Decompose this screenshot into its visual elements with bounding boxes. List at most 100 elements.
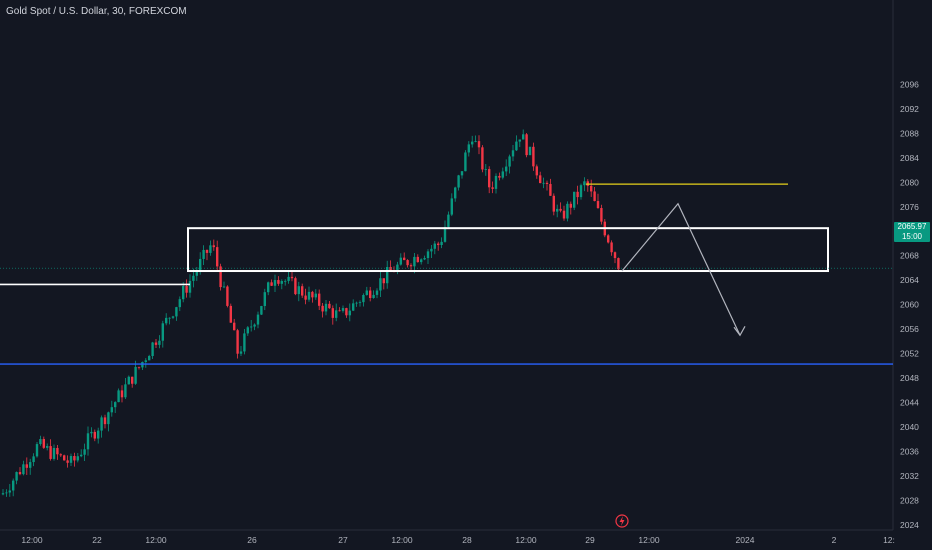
candle-body <box>120 390 124 398</box>
candle-body <box>365 290 368 295</box>
candle-body <box>498 175 501 178</box>
candle-body <box>246 327 249 334</box>
price-tick-label: 2024 <box>900 520 919 530</box>
candle-body <box>165 317 168 324</box>
time-tick-label: 12:00 <box>515 535 537 545</box>
candle-body <box>239 351 243 354</box>
candle-body <box>171 316 175 318</box>
candle-body <box>467 144 470 153</box>
candle-body <box>49 446 52 459</box>
lightning-icon[interactable] <box>615 514 629 528</box>
time-axis[interactable]: 12:00 22 12:00 26 27 12:00 28 12:00 29 12:00 2024 2… <box>21 535 895 545</box>
candle-body <box>263 292 266 307</box>
candle-body <box>596 201 600 209</box>
candle-body <box>107 412 110 425</box>
candle-body <box>290 276 294 279</box>
price-tick-label: 2052 <box>900 349 919 359</box>
candle-body <box>42 439 45 448</box>
candle-body <box>535 166 538 176</box>
candle-body <box>216 247 219 267</box>
candle-body <box>545 182 549 185</box>
symbol-title[interactable]: Gold Spot / U.S. Dollar, 30, FOREXCOM <box>6 6 187 17</box>
time-tick-label: 12:00 <box>21 535 43 545</box>
candle-body <box>566 203 569 219</box>
candle-body <box>144 360 147 362</box>
candle-body <box>369 290 372 298</box>
candle-body <box>69 456 73 463</box>
candle-body <box>236 330 239 354</box>
candle-body <box>233 322 236 331</box>
candle-body <box>389 267 392 271</box>
time-tick-label: 12:00 <box>391 535 413 545</box>
candle-body <box>222 286 226 288</box>
price-tick-label: 2084 <box>900 153 919 163</box>
candle-body <box>549 184 552 196</box>
candle-body <box>607 235 610 243</box>
candle-body <box>562 210 566 219</box>
candle-body <box>270 282 273 286</box>
candle-body <box>583 181 586 186</box>
candle-body <box>617 258 620 270</box>
candle-body <box>355 302 358 304</box>
price-axis[interactable]: 2024 2028 2032 2036 2040 2044 2048 2052 2056 2060… <box>900 79 919 530</box>
candle-body <box>267 282 270 293</box>
candle-body <box>12 480 15 491</box>
candle-body <box>63 455 66 461</box>
candle-body <box>518 139 521 142</box>
candle-body <box>18 472 22 475</box>
zone-rectangle[interactable] <box>187 227 829 273</box>
candle-body <box>131 376 134 384</box>
candle-body <box>273 280 277 286</box>
candle-body <box>328 303 331 309</box>
candle-body <box>22 464 25 475</box>
candle-body <box>161 323 164 341</box>
time-tick-label: 12:00 <box>638 535 660 545</box>
time-tick-label: 12:00 <box>145 535 167 545</box>
last-price-badge: 2065.97 15:00 <box>894 222 930 242</box>
candle-body <box>542 182 545 184</box>
candle-body <box>443 226 447 242</box>
candle-body <box>280 281 283 284</box>
candle-body <box>46 446 49 448</box>
candle-body <box>90 431 93 434</box>
candle-body <box>433 243 436 249</box>
candle-body <box>86 433 90 450</box>
price-tick-label: 2080 <box>900 177 919 187</box>
candle-body <box>137 366 141 368</box>
candle-body <box>294 278 297 295</box>
candle-body <box>168 317 171 319</box>
candle-body <box>185 285 188 293</box>
time-tick-label: 12: <box>883 535 895 545</box>
candle-body <box>148 356 151 361</box>
candle-body <box>403 257 406 261</box>
candle-body <box>301 286 304 296</box>
candle-body <box>318 293 321 306</box>
candle-body <box>80 454 83 457</box>
candle-body <box>426 251 430 259</box>
candle-body <box>505 166 508 172</box>
time-tick-label: 27 <box>338 535 348 545</box>
candle-body <box>406 260 409 266</box>
projection-path[interactable] <box>621 202 741 336</box>
candle-body <box>124 384 127 398</box>
price-tick-label: 2056 <box>900 324 919 334</box>
candle-body <box>613 252 617 259</box>
candle-body <box>379 278 382 291</box>
candle-body <box>440 241 443 246</box>
candle-body <box>192 275 195 281</box>
candle-body <box>457 175 460 188</box>
time-tick-label: 2 <box>832 535 837 545</box>
candle-body <box>209 245 212 253</box>
candle-body <box>447 214 450 227</box>
price-tick-label: 2068 <box>900 251 919 261</box>
candle-body <box>413 256 416 267</box>
candle-body <box>56 447 59 455</box>
bar-countdown: 15:00 <box>901 232 923 241</box>
candle-body <box>532 146 535 167</box>
time-tick-label: 28 <box>462 535 472 545</box>
candle-body <box>195 270 198 276</box>
candle-body <box>508 156 511 167</box>
candle-body <box>260 306 263 315</box>
candle-body <box>471 141 474 145</box>
